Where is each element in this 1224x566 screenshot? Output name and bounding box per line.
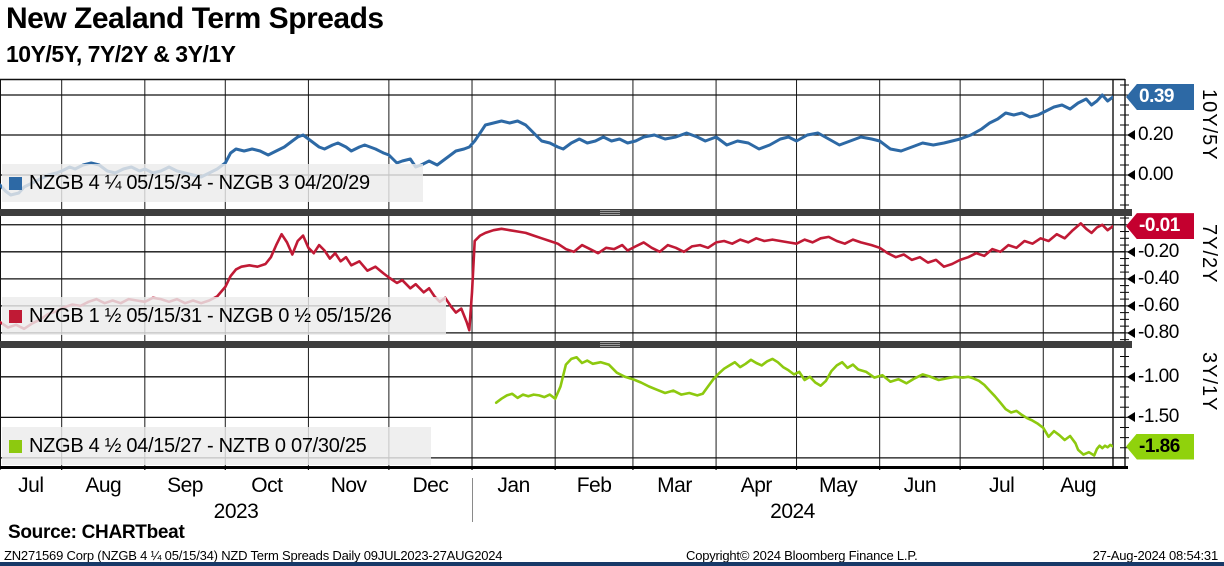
last-value-tag: 0.39 [1126, 84, 1194, 110]
footer-copyright: Copyright© 2024 Bloomberg Finance L.P. [686, 548, 918, 563]
x-axis-month-label: Sep [167, 474, 203, 497]
tick-arrow-icon [1127, 300, 1135, 311]
chart-subtitle: 10Y/5Y, 7Y/2Y & 3Y/1Y [6, 41, 236, 67]
x-axis-month-label: Jul [989, 474, 1015, 497]
tick-arrow-icon [1127, 273, 1135, 284]
panel-divider[interactable] [0, 209, 1132, 216]
x-axis-month-label: Jan [497, 474, 530, 497]
divider-grip-icon [600, 342, 620, 347]
x-axis-month-label: Oct [251, 474, 283, 497]
year-divider-line [472, 478, 474, 522]
panel-label: 7Y/2Y [1198, 223, 1220, 283]
legend-text: NZGB 4 ¼ 05/15/34 - NZGB 3 04/20/29 [29, 171, 370, 194]
panel-divider[interactable] [0, 341, 1132, 348]
tick-arrow-icon [1127, 130, 1135, 140]
divider-grip-icon [600, 210, 620, 215]
legend-text: NZGB 4 ½ 04/15/27 - NZTB 0 07/30/25 [29, 434, 367, 457]
tick-value: -0.40 [1138, 267, 1179, 289]
tick-value: 0.00 [1138, 164, 1173, 185]
bottom-bar [0, 562, 1224, 566]
x-axis-year-label: 2024 [770, 500, 815, 523]
tick-value: -1.00 [1138, 365, 1179, 387]
legend-swatch-icon [9, 176, 22, 190]
legend-swatch-icon [9, 309, 22, 323]
panel-label: 10Y/5Y [1198, 89, 1220, 161]
tick-arrow-icon [1127, 246, 1135, 257]
y-axis-tick-label: -1.00 [1127, 366, 1179, 388]
tick-value: -0.60 [1138, 294, 1179, 316]
tick-arrow-icon [1127, 170, 1135, 180]
x-axis-year-label: 2023 [213, 500, 259, 523]
x-axis-month-label: May [819, 474, 858, 497]
tick-value: -1.50 [1138, 406, 1179, 428]
legend-text: NZGB 1 ½ 05/15/31 - NZGB 0 ½ 05/15/26 [29, 304, 392, 327]
y-axis-tick-label: 0.00 [1127, 164, 1173, 186]
tick-value: 0.20 [1138, 124, 1173, 145]
legend-3y1y: NZGB 4 ½ 04/15/27 - NZTB 0 07/30/25 [2, 427, 431, 465]
source-label: Source: CHARTbeat [8, 522, 185, 543]
panel-label: 3Y/1Y [1198, 352, 1220, 412]
y-axis-tick-label: 0.20 [1127, 124, 1173, 146]
page-title: New Zealand Term Spreads [6, 2, 384, 35]
tick-value: -0.80 [1138, 321, 1179, 343]
tick-arrow-icon [1127, 412, 1135, 423]
y-axis-tick-label: -0.40 [1127, 268, 1179, 290]
tick-arrow-icon [1127, 371, 1135, 382]
legend-7y2y: NZGB 1 ½ 05/15/31 - NZGB 0 ½ 05/15/26 [2, 297, 446, 335]
x-axis-month-label: Jul [18, 474, 44, 497]
y-axis-tick-label: -0.80 [1127, 322, 1179, 344]
last-value-tag: -1.86 [1126, 433, 1194, 460]
x-axis-month-label: Dec [412, 474, 449, 497]
legend-swatch-icon [9, 439, 22, 453]
tick-value: -0.20 [1138, 240, 1179, 262]
x-axis-month-label: Apr [740, 474, 773, 497]
footer-description: ZN271569 Corp (NZGB 4 ¼ 05/15/34) NZD Te… [4, 548, 503, 563]
y-axis-tick-label: -0.60 [1127, 295, 1179, 317]
legend-10y5y: NZGB 4 ¼ 05/15/34 - NZGB 3 04/20/29 [2, 164, 423, 202]
chart-canvas [0, 78, 1129, 470]
footer-timestamp: 27-Aug-2024 08:54:31 [1092, 548, 1219, 563]
tick-arrow-icon [1127, 327, 1135, 338]
last-value-tag: -0.01 [1126, 213, 1194, 240]
y-axis-tick-label: -1.50 [1127, 406, 1179, 428]
series-line-3y1y [494, 355, 1113, 457]
x-axis-month-label: Jun [903, 474, 937, 497]
x-axis-month-label: Mar [657, 474, 692, 497]
x-axis-month-label: Nov [330, 474, 367, 497]
x-axis-month-label: Feb [576, 474, 612, 497]
x-axis-month-label: Aug [85, 474, 122, 497]
y-axis-tick-label: -0.20 [1127, 241, 1179, 263]
x-axis-month-label: Aug [1060, 474, 1097, 497]
